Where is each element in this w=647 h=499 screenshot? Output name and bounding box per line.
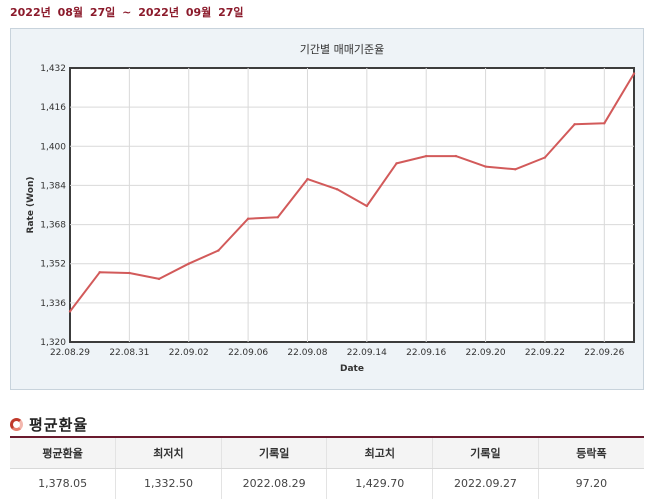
summary-header-row: 평균환율 최저치 기록일 최고치 기록일 등락폭 xyxy=(10,437,644,469)
x-tick-label: 22.09.22 xyxy=(525,348,565,358)
col-header-change: 등락폭 xyxy=(537,437,644,469)
data-point xyxy=(543,156,547,159)
average-rate-section: 평균환율 xyxy=(10,413,88,435)
grid-lines xyxy=(70,68,634,342)
y-tick-label: 1,336 xyxy=(40,299,66,309)
data-point xyxy=(276,216,279,219)
date-range: 2022년 08월 27일 ~ 2022년 09월 27일 xyxy=(10,4,247,22)
data-point xyxy=(632,72,636,75)
y-tick-label: 1,416 xyxy=(40,103,66,113)
data-point xyxy=(395,162,398,165)
rate-line-chart: 기간별 매매기준율 1,320 1,336 1,352 1,368 1,384 1,400… xyxy=(26,43,636,374)
data-point xyxy=(246,217,250,220)
y-tick-label: 1,368 xyxy=(40,221,66,231)
cell-lowest: 1,332.50 xyxy=(115,468,222,499)
col-header-lowest: 최저치 xyxy=(115,437,222,469)
cell-low-date: 2022.08.29 xyxy=(220,468,327,499)
data-point xyxy=(335,188,339,191)
end-month: 09월 xyxy=(185,6,212,19)
y-axis-label: Rate (Won) xyxy=(26,177,36,234)
data-point xyxy=(454,154,458,158)
x-tick-label: 22.09.02 xyxy=(169,348,209,358)
summary-table: 평균환율 최저치 기록일 최고치 기록일 등락폭 1,378.05 1,332.… xyxy=(10,436,644,499)
data-point xyxy=(514,168,517,171)
section-title: 평균환율 xyxy=(29,415,89,434)
x-tick-label: 22.08.31 xyxy=(109,348,149,358)
plot-area xyxy=(69,67,635,343)
y-tick-label: 1,400 xyxy=(40,142,66,152)
chart-title: 기간별 매매기준율 xyxy=(300,43,384,56)
data-point xyxy=(365,204,369,208)
data-point xyxy=(187,262,190,265)
x-tick-label: 22.09.20 xyxy=(466,348,506,358)
series-line xyxy=(69,73,635,313)
col-header-highest: 최고치 xyxy=(326,437,433,469)
col-header-low-date: 기록일 xyxy=(220,437,327,469)
x-tick-label: 22.09.08 xyxy=(287,348,327,358)
table-row: 1,378.05 1,332.50 2022.08.29 1,429.70 20… xyxy=(10,468,644,499)
end-day: 27일 xyxy=(218,6,244,19)
cell-high-date: 2022.09.27 xyxy=(432,468,539,499)
x-axis-label: Date xyxy=(340,364,364,374)
col-header-high-date: 기록일 xyxy=(432,437,539,469)
data-point xyxy=(603,122,606,125)
cell-average: 1,378.05 xyxy=(10,468,116,499)
start-year: 2022년 xyxy=(10,6,51,19)
data-point xyxy=(68,310,72,313)
data-point xyxy=(217,249,220,252)
cell-change: 97.20 xyxy=(537,468,644,499)
data-point xyxy=(425,154,428,158)
y-tick-label: 1,384 xyxy=(40,181,66,191)
ring-bullet-icon xyxy=(10,417,23,431)
x-tick-label: 22.08.29 xyxy=(50,348,90,358)
data-point xyxy=(98,271,101,274)
cell-highest: 1,429.70 xyxy=(326,468,433,499)
data-point xyxy=(128,271,131,275)
data-point xyxy=(484,165,487,168)
x-axis-ticks: 22.08.29 22.08.31 22.09.02 22.09.06 22.09.08… xyxy=(50,348,625,358)
start-month: 08월 xyxy=(57,6,84,19)
x-tick-label: 22.09.26 xyxy=(584,348,624,358)
y-tick-label: 1,432 xyxy=(40,64,66,74)
y-tick-label: 1,320 xyxy=(40,338,66,348)
col-header-average: 평균환율 xyxy=(10,437,116,469)
range-separator: ~ xyxy=(122,6,132,19)
rate-chart-panel: 기간별 매매기준율 1,320 1,336 1,352 1,368 1,384 1,400… xyxy=(10,28,644,390)
data-point xyxy=(573,123,576,126)
x-tick-label: 22.09.16 xyxy=(406,348,446,358)
x-tick-label: 22.09.06 xyxy=(228,348,268,358)
x-tick-label: 22.09.14 xyxy=(347,348,387,358)
end-year: 2022년 xyxy=(138,6,179,19)
start-day: 27일 xyxy=(89,6,116,19)
data-point xyxy=(306,177,309,181)
y-axis-ticks: 1,320 1,336 1,352 1,368 1,384 1,400 1,416 1,432 xyxy=(40,64,66,348)
series-layer xyxy=(68,72,636,313)
y-tick-label: 1,352 xyxy=(40,260,66,270)
data-point xyxy=(157,277,161,281)
